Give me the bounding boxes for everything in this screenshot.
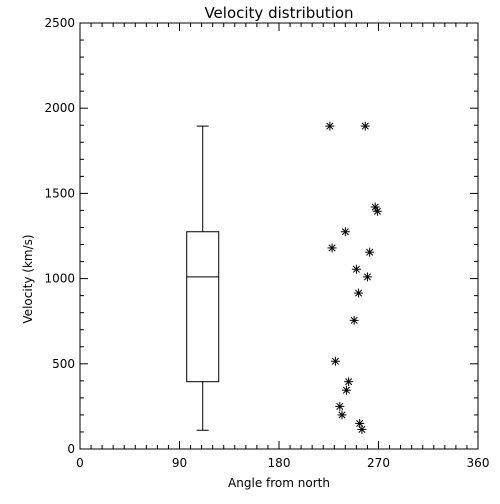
data-point: [362, 272, 372, 282]
data-point: [365, 247, 375, 257]
axes: 0 500 1000 1500 2000 2500 0 90 180 270 360: [44, 16, 489, 470]
boxplot: [186, 125, 220, 431]
data-point: [351, 264, 361, 274]
data-point: [341, 385, 351, 395]
data-point: [360, 121, 370, 131]
data-point: [349, 315, 359, 325]
x-tick-label: 360: [467, 456, 490, 470]
data-point: [337, 410, 347, 420]
x-axis-label: Angle from north: [228, 476, 330, 490]
y-tick-label: 2500: [44, 16, 75, 30]
y-tick-label: 1000: [44, 272, 75, 286]
data-point: [372, 206, 382, 216]
data-point: [330, 356, 340, 366]
x-tick-label: 270: [367, 456, 390, 470]
data-point: [354, 288, 364, 298]
data-point: [344, 377, 354, 387]
data-point: [355, 418, 365, 428]
chart-title: Velocity distribution: [204, 4, 353, 22]
y-axis-label: Velocity (km/s): [21, 234, 35, 323]
x-tick-label: 0: [76, 456, 84, 470]
x-tick-label: 90: [172, 456, 187, 470]
y-tick-label: 2000: [44, 101, 75, 115]
data-point: [357, 424, 367, 434]
y-tick-label: 500: [52, 357, 75, 371]
data-point: [335, 401, 345, 411]
x-tick-label: 180: [268, 456, 291, 470]
y-tick-label: 1500: [44, 186, 75, 200]
data-point: [340, 227, 350, 237]
data-point: [327, 243, 337, 253]
scatter-points: [325, 121, 382, 434]
y-tick-label: 0: [67, 442, 75, 456]
data-point: [325, 121, 335, 131]
